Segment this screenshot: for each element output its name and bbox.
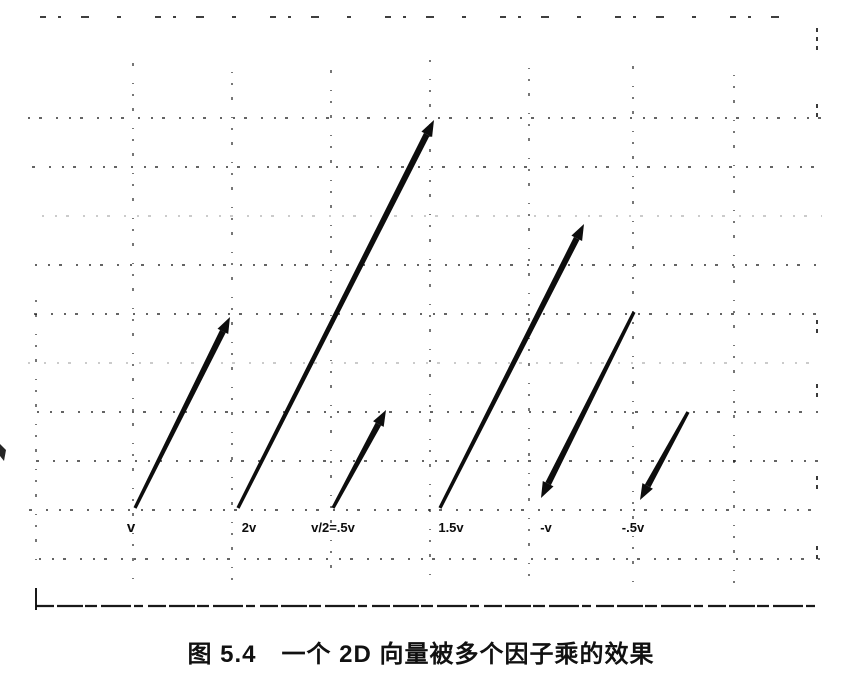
- vector-shaft-1-5v: [438, 236, 580, 509]
- vector-shaft-v: [545, 311, 636, 486]
- figure-caption: 图 5.4 一个 2D 向量被多个因子乘的效果: [187, 641, 655, 668]
- vector-shaft-v: [133, 329, 226, 509]
- vector-shaft-2v: [236, 132, 430, 509]
- vector-shaft-v-2-5v: [331, 422, 382, 509]
- vector-label-1-5v: 1.5v: [438, 520, 464, 535]
- vector-arrowhead-v: [541, 481, 554, 498]
- vector-label-v-2-5v: v/2=.5v: [311, 520, 356, 535]
- vector-arrowhead-1-5v: [571, 224, 584, 241]
- vector-scaling-diagram: v 2v v/2=.5v 1.5v -v -.5v: [0, 16, 822, 610]
- vector-arrowhead-v: [217, 317, 230, 334]
- vector-label-5v: -.5v: [622, 520, 645, 535]
- vector-arrowhead-5v: [640, 483, 653, 500]
- figure-panel: v 2v v/2=.5v 1.5v -v -.5v: [0, 16, 822, 610]
- vector-label-v: -v: [540, 520, 552, 535]
- vector-arrowhead-v-2-5v: [373, 410, 386, 427]
- vector-label-v: v: [127, 519, 136, 536]
- vector-arrowhead-2v: [421, 120, 434, 137]
- vector-label-2v: 2v: [242, 520, 257, 535]
- margin-artifact-mark: [0, 444, 6, 461]
- vector-shaft-5v: [644, 411, 690, 488]
